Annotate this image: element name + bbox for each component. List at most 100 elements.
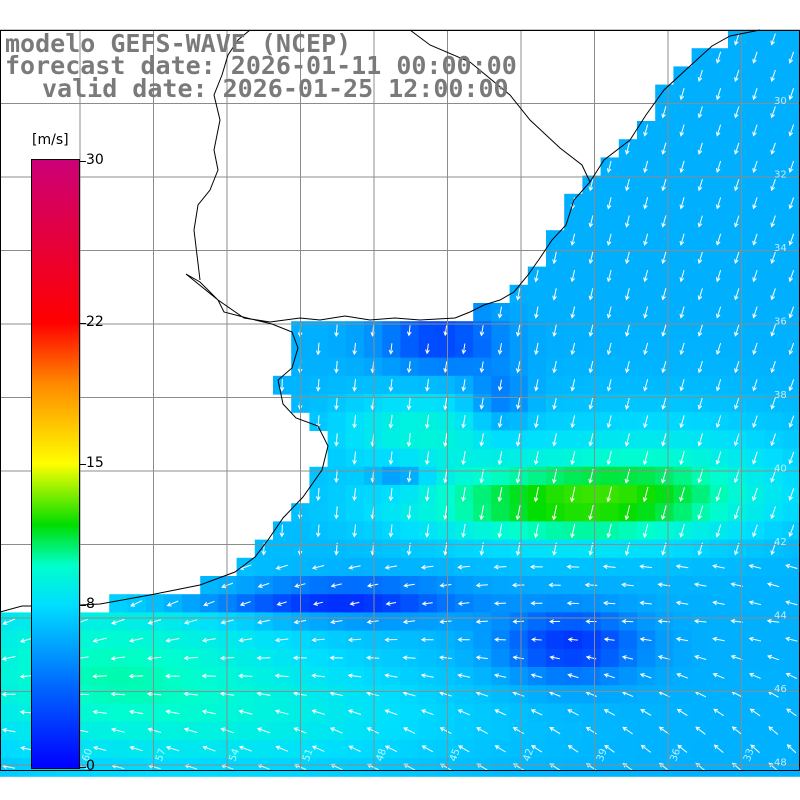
wind-arrow (730, 618, 743, 624)
wind-cell (764, 157, 784, 177)
wind-arrow (752, 415, 758, 428)
wind-cell (764, 412, 784, 431)
wind-arrow (658, 726, 670, 735)
wind-arrow (479, 397, 485, 410)
wind-arrow (388, 451, 394, 465)
wind-arrow (625, 142, 630, 155)
colorbar-tick-22: 22 (86, 313, 104, 330)
wind-cell (709, 102, 729, 122)
wind-arrow (752, 270, 758, 283)
wind-arrow (201, 709, 216, 715)
model-title: modelo GEFS-WAVE (NCEP) (5, 29, 352, 58)
wind-cell (728, 121, 747, 140)
wind-arrow (713, 744, 724, 753)
wind-arrow (734, 251, 740, 264)
wind-arrow (457, 745, 470, 753)
wind-cell (691, 266, 711, 286)
wind-arrow (748, 600, 762, 606)
wind-arrow (549, 655, 560, 660)
wind-cell (0, 667, 19, 686)
wind-cell (600, 539, 620, 559)
wind-arrow (443, 505, 448, 520)
wind-arrow (715, 451, 722, 465)
wind-cell (345, 539, 365, 559)
wind-arrow (603, 637, 615, 642)
wind-cell (709, 321, 729, 340)
wind-cell (327, 703, 347, 723)
wind-cell (600, 648, 620, 668)
wind-arrow (256, 691, 271, 697)
wind-arrow (406, 505, 412, 520)
wind-arrow (311, 673, 325, 679)
wind-arrow (406, 432, 412, 448)
wind-arrow (621, 619, 634, 624)
wind-arrow (461, 451, 466, 466)
wind-arrow (661, 215, 667, 228)
wind-cell (691, 703, 711, 723)
wind-arrow (752, 160, 758, 173)
wind-cell (345, 357, 365, 377)
wind-arrow (642, 451, 649, 466)
wind-arrow (677, 744, 688, 753)
wind-vectors (1, 33, 798, 772)
wind-cell (637, 648, 656, 668)
wind-arrow (625, 360, 630, 374)
wind-cell (564, 612, 583, 632)
wind-arrow (352, 487, 357, 502)
wind-cell (455, 721, 474, 741)
longitude-label: 36 (668, 747, 683, 763)
wind-cell (782, 66, 800, 86)
wind-arrow (92, 673, 107, 679)
wind-arrow (165, 709, 180, 715)
wind-arrow (785, 636, 798, 642)
wind-cell (345, 612, 365, 632)
colorbar-tick-mark (80, 161, 86, 162)
wind-cell (455, 648, 474, 668)
wind-cell (637, 321, 656, 340)
wind-cell (509, 303, 529, 322)
wind-arrow (202, 745, 216, 752)
wind-cell (218, 630, 238, 650)
wind-cell (236, 758, 256, 777)
wind-arrow (424, 451, 430, 466)
wind-arrow (403, 727, 416, 734)
wind-arrow (679, 524, 685, 538)
wind-arrow (385, 601, 397, 606)
wind-cell (0, 703, 19, 723)
wind-arrow (425, 379, 430, 392)
wind-cell (637, 284, 656, 304)
wind-arrow (534, 379, 539, 392)
wind-arrow (439, 582, 452, 588)
wind-arrow (770, 469, 777, 483)
wind-cell (218, 739, 238, 759)
wind-cell (600, 212, 620, 231)
wind-cell (509, 339, 529, 359)
wind-cell (163, 758, 183, 777)
wind-cell (327, 412, 347, 431)
wind-cell (618, 157, 638, 177)
wind-arrow (788, 197, 795, 210)
wind-arrow (788, 124, 795, 137)
wind-cell (564, 576, 583, 595)
wind-arrow (494, 673, 507, 678)
wind-cell (746, 539, 765, 559)
wind-cell (109, 739, 128, 759)
wind-cell (564, 758, 583, 777)
wind-arrow (315, 342, 321, 356)
wind-cell (273, 648, 292, 668)
wind-arrow (697, 397, 703, 410)
latitude-label: 44 (774, 611, 787, 622)
wind-cell (637, 394, 656, 413)
wind-cell (327, 557, 347, 577)
wind-arrow (403, 583, 415, 588)
wind-arrow (715, 197, 722, 210)
wind-cell (618, 193, 638, 213)
wind-arrow (311, 565, 325, 570)
wind-arrow (734, 179, 740, 192)
wind-cell (782, 576, 800, 595)
wind-arrow (330, 583, 342, 588)
wind-arrow (438, 655, 452, 661)
wind-cell (673, 430, 693, 450)
wind-arrow (549, 619, 561, 624)
wind-arrow (788, 451, 795, 465)
